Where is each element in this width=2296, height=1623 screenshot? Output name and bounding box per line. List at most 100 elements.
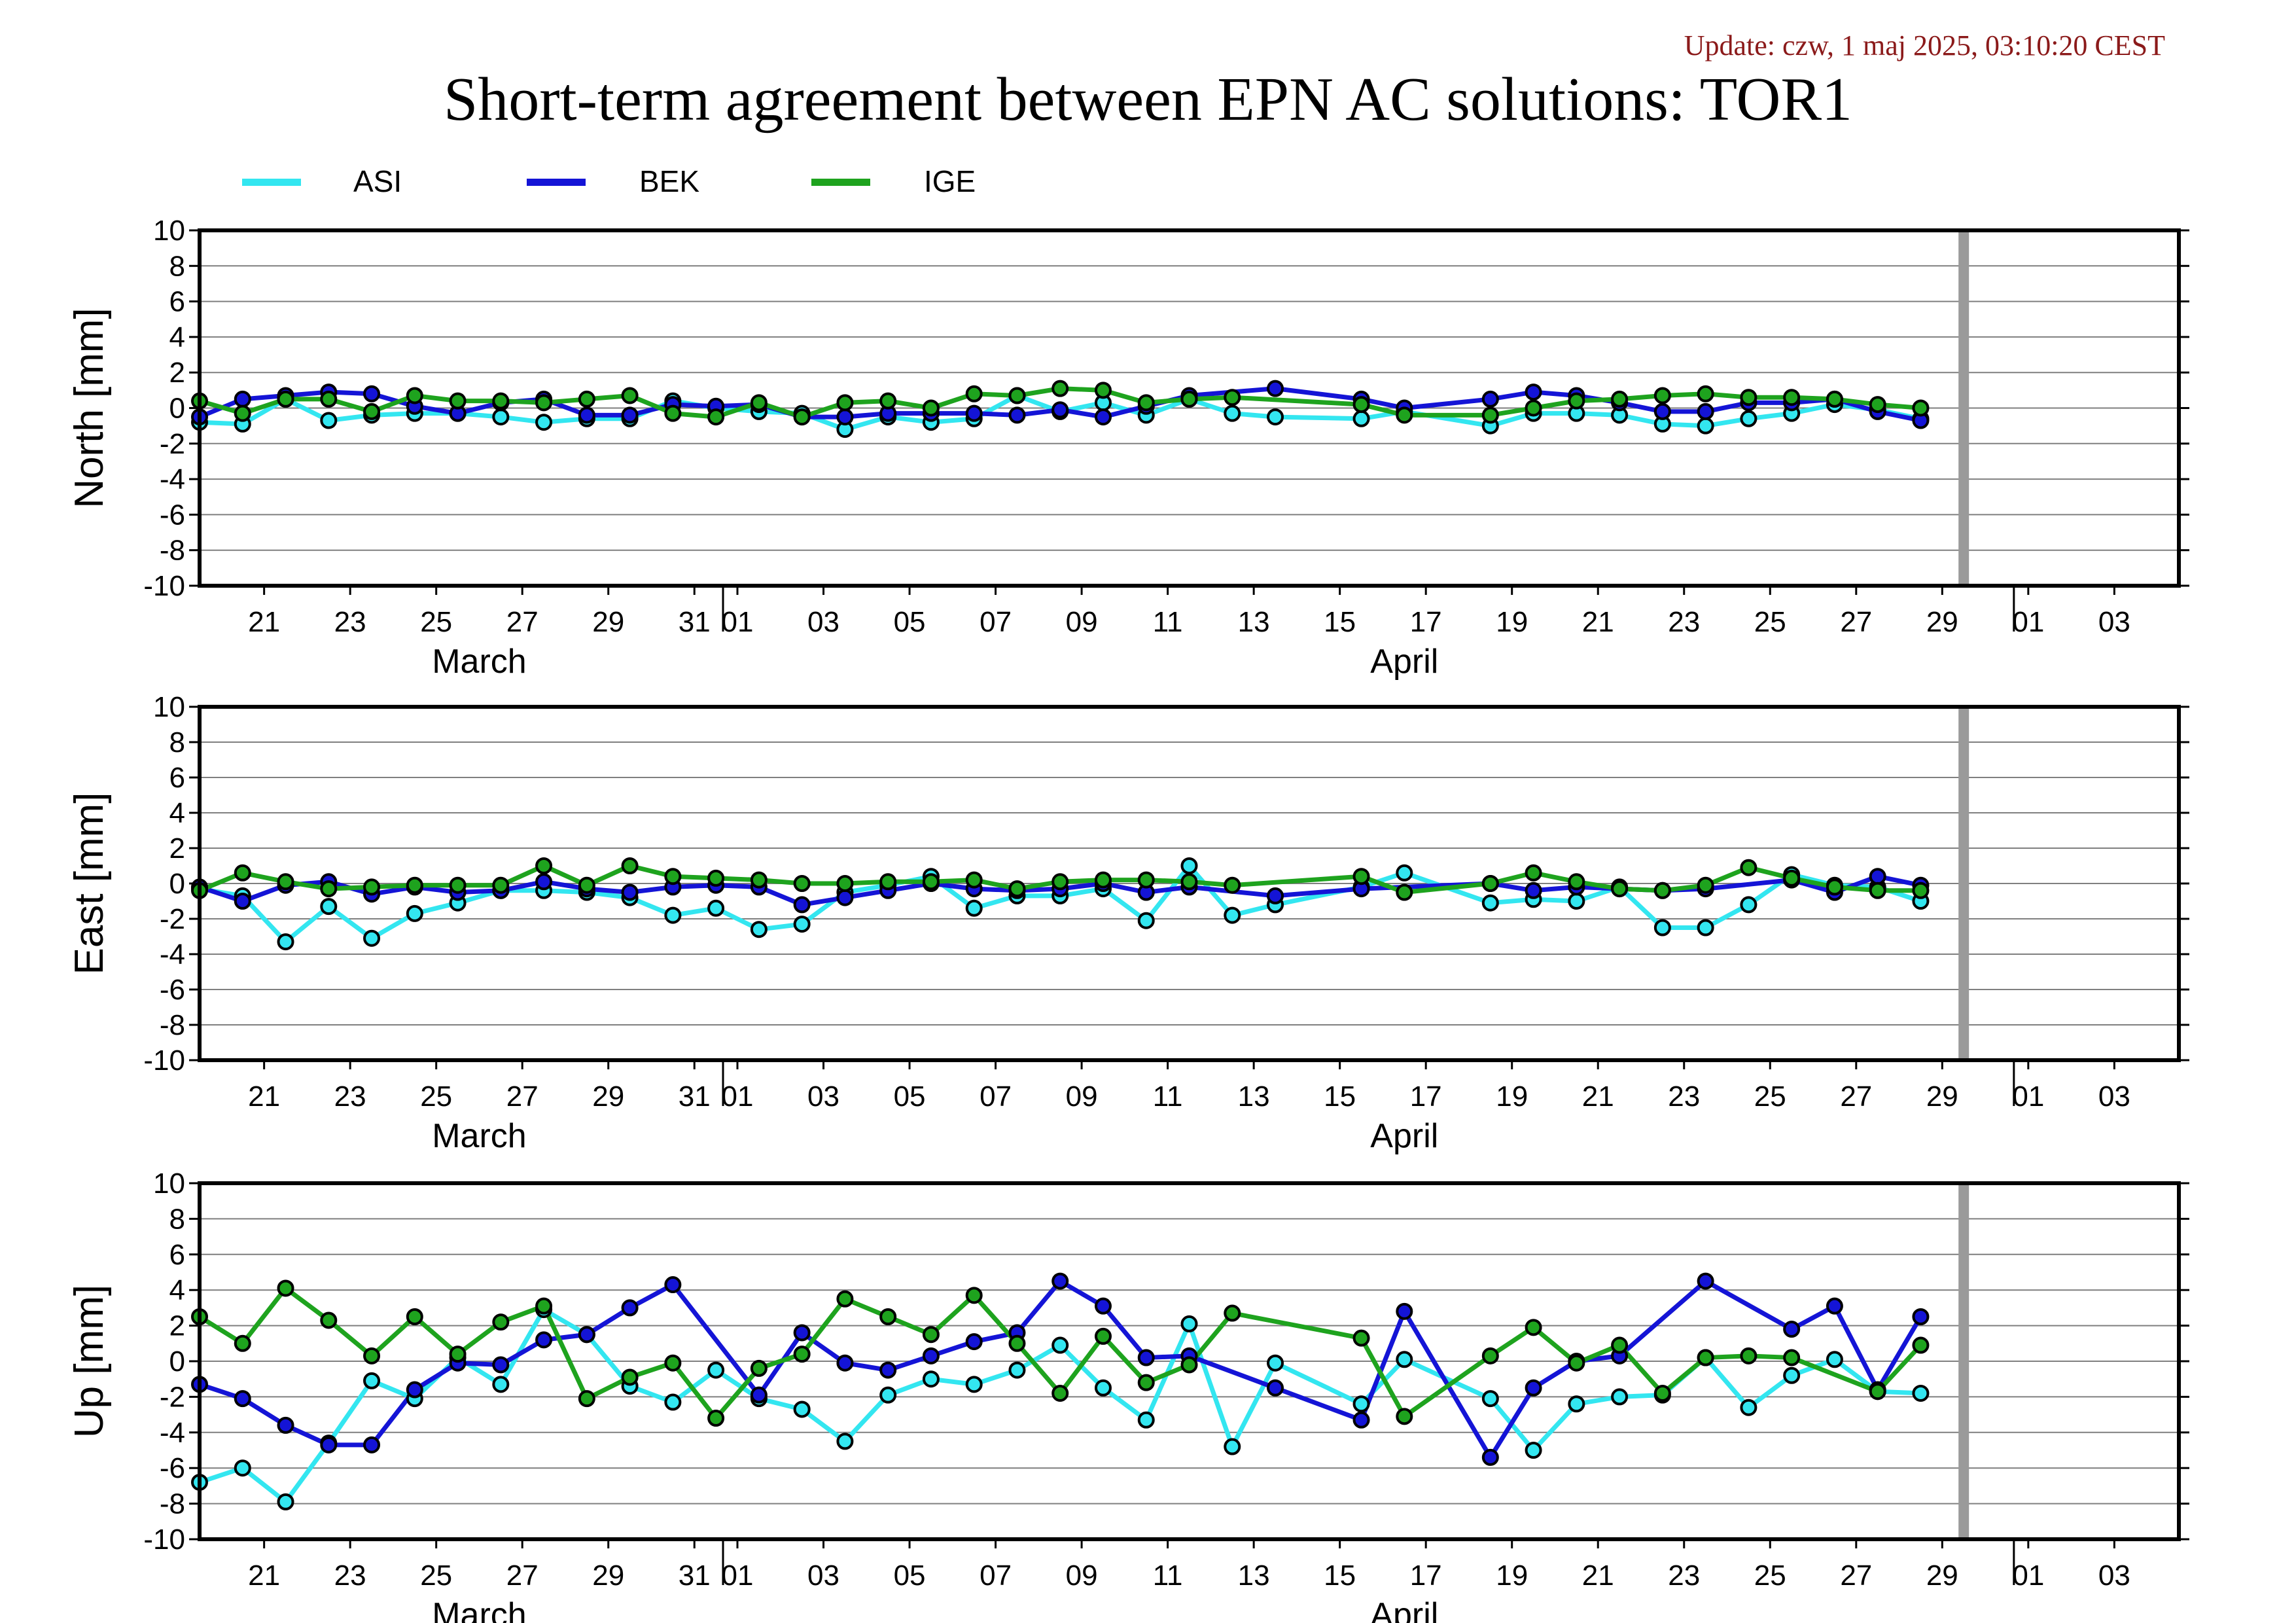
data-point-bek xyxy=(1051,1272,1069,1290)
month-label: April xyxy=(1370,643,1438,681)
data-point-ige xyxy=(922,873,940,891)
data-point-ige xyxy=(1697,385,1714,402)
x-tick-label: 01 xyxy=(722,1080,754,1113)
data-end-marker xyxy=(1958,230,1969,586)
data-point-asi xyxy=(1697,919,1714,936)
y-tick-label: -8 xyxy=(160,535,185,567)
data-point-ige xyxy=(836,875,854,892)
y-axis-label: North [mm] xyxy=(67,308,112,508)
data-point-asi xyxy=(1137,912,1155,929)
y-tick-label: 8 xyxy=(169,726,185,758)
data-point-ige xyxy=(406,1308,423,1325)
data-point-ige xyxy=(535,394,553,412)
data-point-ige xyxy=(234,404,251,422)
data-point-bek xyxy=(793,1324,811,1342)
data-point-asi xyxy=(1740,896,1757,914)
x-tick-label: 21 xyxy=(248,606,280,638)
data-point-ige xyxy=(1697,1349,1714,1366)
data-point-bek xyxy=(965,1333,983,1351)
data-point-ige xyxy=(234,864,251,882)
y-tick-label: 2 xyxy=(169,357,185,389)
legend-swatch-ige xyxy=(811,179,870,186)
data-point-asi xyxy=(836,1433,854,1450)
x-tick-label: 31 xyxy=(679,606,711,638)
data-point-bek xyxy=(750,1386,768,1404)
x-tick-label: 09 xyxy=(1066,1560,1098,1592)
data-point-ige xyxy=(363,402,381,420)
data-point-bek xyxy=(1267,1379,1284,1397)
data-point-asi xyxy=(1568,893,1585,910)
data-point-asi xyxy=(1352,410,1370,427)
data-point-ige xyxy=(363,878,381,896)
data-point-ige xyxy=(1912,399,1930,417)
data-point-bek xyxy=(1094,1297,1112,1315)
data-point-bek xyxy=(621,406,639,424)
data-point-bek xyxy=(1481,390,1499,408)
data-point-asi xyxy=(664,906,682,924)
x-tick-label: 07 xyxy=(980,606,1012,638)
data-point-bek xyxy=(234,893,251,910)
data-point-bek xyxy=(1525,383,1542,401)
month-label: March xyxy=(432,1117,526,1155)
y-tick-label: 0 xyxy=(169,393,185,425)
data-point-ige xyxy=(1525,864,1542,882)
data-point-ige xyxy=(664,404,682,422)
data-point-bek xyxy=(234,1390,251,1408)
y-tick-label: -10 xyxy=(143,570,185,602)
data-point-asi xyxy=(277,933,294,951)
plot-frame xyxy=(198,1181,2181,1541)
y-tick-label: 10 xyxy=(153,215,185,247)
data-point-ige xyxy=(1352,1329,1370,1347)
data-point-ige xyxy=(1481,875,1499,892)
data-point-bek xyxy=(1008,406,1026,424)
x-tick-label: 11 xyxy=(1153,1080,1183,1113)
data-point-bek xyxy=(793,896,811,914)
data-point-ige xyxy=(664,868,682,885)
x-tick-label: 17 xyxy=(1410,1080,1442,1113)
data-point-bek xyxy=(1396,1302,1413,1320)
data-end-marker xyxy=(1958,1183,1969,1539)
x-tick-label: 25 xyxy=(420,1560,452,1592)
data-point-asi xyxy=(1180,1315,1198,1332)
data-point-ige xyxy=(1912,882,1930,899)
y-axis-label: Up [mm] xyxy=(67,1285,112,1438)
data-point-bek xyxy=(1352,1411,1370,1429)
y-tick-label: -4 xyxy=(160,1417,185,1449)
y-tick-label: 8 xyxy=(169,250,185,282)
data-point-asi xyxy=(1740,410,1757,427)
x-tick-label: 13 xyxy=(1238,1560,1270,1592)
y-tick-label: -6 xyxy=(160,974,185,1006)
x-tick-label: 21 xyxy=(248,1560,280,1592)
data-point-asi xyxy=(1180,857,1198,874)
x-tick-label: 27 xyxy=(1840,1080,1872,1113)
data-point-ige xyxy=(1051,380,1069,397)
data-point-ige xyxy=(965,1287,983,1304)
data-point-ige xyxy=(1525,1319,1542,1336)
data-point-bek xyxy=(363,1436,381,1454)
x-tick-label: 25 xyxy=(1754,1560,1786,1592)
data-point-asi xyxy=(1912,1384,1930,1402)
data-point-ige xyxy=(1869,882,1886,899)
x-tick-label: 29 xyxy=(1926,1560,1958,1592)
y-tick-label: 10 xyxy=(153,1168,185,1200)
data-point-bek xyxy=(1094,408,1112,426)
legend-swatch-asi xyxy=(242,179,301,186)
data-point-ige xyxy=(277,873,294,891)
data-point-ige xyxy=(1611,390,1629,408)
data-point-asi xyxy=(1396,1351,1413,1368)
x-tick-label: 19 xyxy=(1496,1560,1528,1592)
data-point-bek xyxy=(578,406,595,424)
data-point-asi xyxy=(406,904,423,922)
y-tick-label: 4 xyxy=(169,797,185,829)
data-point-ige xyxy=(879,392,897,410)
data-point-bek xyxy=(1481,1448,1499,1466)
data-point-asi xyxy=(965,899,983,917)
x-tick-label: 31 xyxy=(679,1080,711,1113)
data-point-asi xyxy=(1481,1390,1499,1408)
data-point-ige xyxy=(750,871,768,889)
data-point-asi xyxy=(492,1376,510,1393)
x-tick-label: 11 xyxy=(1153,1560,1183,1592)
y-tick-label: -2 xyxy=(160,1381,185,1413)
